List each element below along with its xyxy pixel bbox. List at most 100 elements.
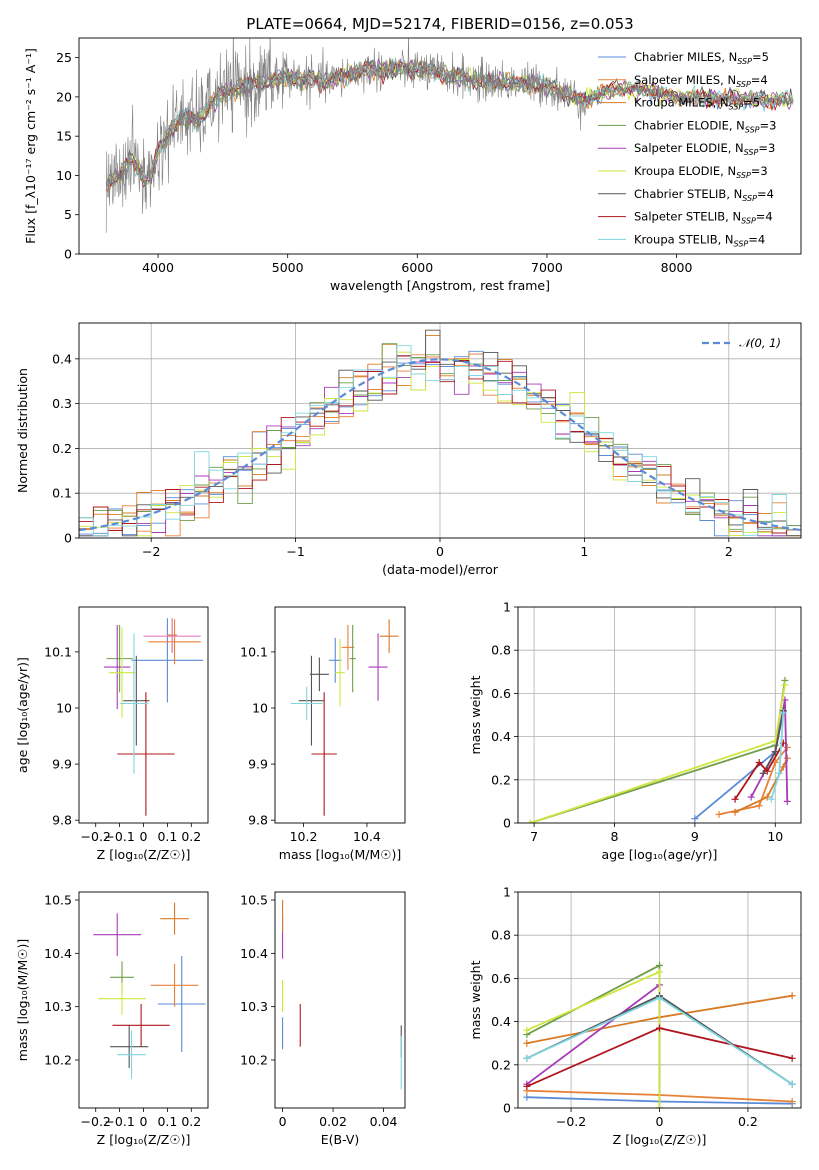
age_vs_mass-plot-area: [290, 619, 399, 816]
y-tick-label: 0.4: [491, 1014, 511, 1029]
mass-weight-marker: [759, 769, 767, 777]
mass-weight-marker: [747, 793, 755, 801]
x-tick-label: 2: [725, 544, 733, 559]
y-tick-label: 0: [64, 531, 72, 546]
x-axis-label: E(B-V): [321, 1132, 360, 1147]
x-tick-label: −0.2: [556, 1114, 586, 1129]
errorbar-point: [150, 964, 199, 1007]
errorbar-point: [106, 624, 133, 693]
mass-weight-marker: [775, 769, 783, 777]
mass-weight-marker: [755, 759, 763, 767]
mass_vs_Z-plot-area: [93, 902, 206, 1079]
errorbar-point: [117, 1030, 146, 1079]
x-tick-label: 6000: [401, 260, 433, 275]
mass-weight-marker: [783, 743, 791, 751]
x-tick-label: 0.04: [370, 1114, 398, 1129]
y-axis-label: age [log₁₀(age/yr)]: [15, 657, 30, 773]
x-tick-label: −0.2: [81, 829, 111, 844]
y-tick-label: 1: [503, 885, 511, 900]
spectrum-observed-line: [105, 38, 794, 233]
y-axis-label: Normed distribution: [15, 368, 30, 493]
mass-weight-marker: [783, 754, 791, 762]
legend-entry: Kroupa MILES, NSSP=5: [634, 96, 760, 112]
y-tick-label: 20: [56, 89, 72, 104]
y-tick-label: 0.2: [491, 1057, 511, 1072]
massweight_vs_age-panel: 7 8 9 10 0 0.2 0.4 0.6 0.8 1 age [log₁₀(age/yr)] ma…: [468, 600, 802, 862]
x-tick-label: 0: [279, 1114, 287, 1129]
mass-weight-marker: [788, 1080, 796, 1088]
legend-entry: Chabrier STELIB, NSSP=4: [634, 187, 774, 203]
y-tick-label: 0.6: [491, 971, 511, 986]
errorbar-point: [123, 655, 150, 746]
residuals-legend: 𝒩(0, 1): [702, 336, 781, 350]
y-tick-label: 10.5: [44, 893, 72, 908]
errorbar-point: [104, 624, 131, 710]
mass-weight-line: [529, 680, 786, 823]
mass-weight-marker: [691, 815, 699, 823]
x-axis-label: (data-model)/error: [382, 562, 499, 577]
mass-weight-marker: [731, 808, 739, 816]
axes-frame: [78, 37, 802, 255]
mass-weight-marker: [731, 795, 739, 803]
mass-weight-line: [734, 757, 789, 814]
y-tick-label: 10.4: [44, 946, 72, 961]
errorbar-point: [298, 655, 325, 746]
mass-weight-line: [526, 983, 661, 1108]
errorbar-point: [131, 618, 204, 703]
x-tick-label: −2: [142, 544, 160, 559]
y-tick-label: 25: [56, 50, 72, 65]
y-tick-label: 0.1: [52, 486, 72, 501]
x-tick-label: 10.4: [353, 829, 381, 844]
legend-entry: Kroupa ELODIE, NSSP=3: [634, 164, 768, 180]
errorbar-point: [309, 657, 329, 692]
x-tick-label: 10.2: [290, 829, 318, 844]
errorbar-point: [349, 624, 356, 693]
legend-entry: Chabrier ELODIE, NSSP=3: [634, 118, 776, 134]
y-axis-label: mass weight: [468, 675, 483, 754]
errorbar-point: [379, 619, 399, 654]
x-tick-label: 5000: [272, 260, 304, 275]
errorbar-point: [98, 982, 146, 1015]
legend-entry: Kroupa STELIB, NSSP=4: [634, 232, 765, 248]
x-tick-label: 0: [140, 829, 148, 844]
mass-weight-marker: [656, 1024, 663, 1032]
errorbar-point: [311, 692, 337, 816]
errorbar-point: [93, 913, 142, 956]
y-tick-label: 0.4: [52, 351, 72, 366]
x-tick-label: 8000: [661, 260, 693, 275]
normal-curve: [79, 358, 801, 532]
mass_vs_ebv-panel: 0 0.02 0.04 10.2 10.3 10.4 10.5 E(B-V): [240, 891, 406, 1147]
x-axis-label: wavelength [Angstrom, rest frame]: [330, 278, 550, 293]
mass-weight-marker: [788, 1098, 796, 1106]
massweight_vs_age-plot-area: [518, 607, 801, 823]
x-tick-label: 0: [436, 544, 444, 559]
y-tick-label: 9.9: [52, 757, 72, 772]
y-axis-label: mass [log₁₀(M/M☉)]: [15, 939, 30, 1061]
x-tick-label: 10: [767, 829, 783, 844]
figure-title: PLATE=0664, MJD=52174, FIBERID=0156, z=0…: [246, 15, 633, 33]
age_vs_mass-panel: 10.2 10.4 9.8 9.9 10 10.1 mass [log₁₀(M/M☉)]: [240, 606, 406, 862]
y-tick-label: 0: [503, 1101, 511, 1116]
y-tick-label: 10.1: [240, 644, 268, 659]
x-axis-label: mass [log₁₀(M/M☉)]: [279, 847, 401, 862]
mass-weight-marker: [788, 992, 796, 1000]
y-tick-label: 0.2: [491, 772, 511, 787]
mass-weight-marker: [763, 793, 771, 801]
mass-weight-marker: [523, 1093, 531, 1101]
axes-frame: [78, 891, 209, 1109]
y-tick-label: 9.9: [248, 757, 268, 772]
y-tick-label: 10.1: [44, 644, 72, 659]
x-tick-label: 0.02: [319, 1114, 347, 1129]
errorbar-point: [157, 956, 206, 1052]
errorbar-point: [160, 902, 189, 935]
x-tick-label: −0.1: [104, 829, 134, 844]
y-tick-label: 9.8: [52, 813, 72, 828]
massweight_vs_Z-panel: −0.2 0 0.2 0 0.2 0.4 0.6 0.8 1 Z [log₁₀(Z/Z☉)] mas…: [468, 885, 802, 1147]
x-tick-label: 0: [140, 1114, 148, 1129]
errorbar-point: [108, 627, 136, 718]
age_vs_Z-plot-area: [104, 618, 204, 816]
y-tick-label: 0.4: [491, 729, 511, 744]
mass_vs_ebv-plot-area: [282, 900, 402, 1090]
x-axis-label: age [log₁₀(age/yr)]: [602, 847, 718, 862]
